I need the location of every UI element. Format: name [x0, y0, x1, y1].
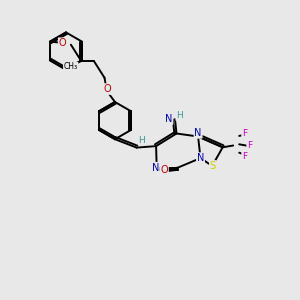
Text: F: F [242, 129, 247, 138]
Text: O: O [104, 84, 111, 94]
Text: N: N [165, 114, 172, 124]
Text: F: F [242, 152, 247, 161]
Text: O: O [59, 38, 66, 48]
Text: CH₃: CH₃ [64, 62, 78, 71]
Text: F: F [247, 141, 252, 150]
Text: N: N [197, 153, 204, 163]
Text: H: H [176, 111, 183, 120]
Text: N: N [152, 163, 159, 173]
Text: H: H [139, 136, 145, 145]
Text: S: S [210, 161, 216, 171]
Text: O: O [160, 165, 168, 175]
Text: N: N [194, 128, 202, 138]
